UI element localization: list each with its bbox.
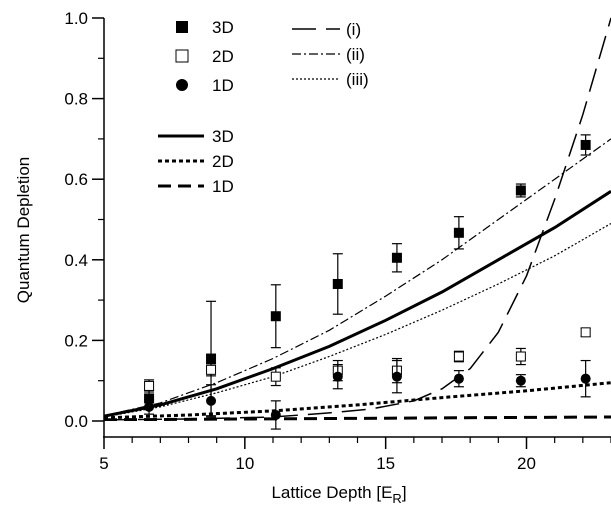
legend-line-label-3D: 3D bbox=[212, 127, 234, 146]
legend-label-1D: 1D bbox=[212, 76, 234, 95]
marker-square bbox=[453, 227, 464, 238]
marker-circle bbox=[515, 375, 526, 386]
marker-open-square bbox=[453, 351, 464, 362]
x-tick-label: 20 bbox=[517, 454, 536, 473]
line-3D-0 bbox=[104, 190, 611, 418]
point-3D-5 bbox=[453, 216, 464, 250]
marker-circle bbox=[391, 371, 402, 382]
legend: 3D 2D 1D 3D 2D 1D (i) (ii) (iii) bbox=[158, 18, 369, 196]
point-2D-5 bbox=[453, 350, 464, 363]
line-ii-4 bbox=[104, 138, 611, 417]
marker-circle bbox=[453, 373, 464, 384]
marker-open-square bbox=[515, 351, 526, 362]
legend-line-label-2D: 2D bbox=[212, 152, 234, 171]
point-1D-1 bbox=[206, 384, 217, 418]
line-i-3 bbox=[104, 17, 611, 421]
x-tick-label: 10 bbox=[235, 454, 254, 473]
legend-theory-label-2: (iii) bbox=[346, 70, 369, 89]
marker-square bbox=[144, 393, 155, 404]
axes: 0.0 0.2 0.4 0.6 0.8 1.0 5 10 15 20 bbox=[64, 9, 611, 473]
y-tick-label: 0.4 bbox=[64, 251, 88, 270]
marker-square bbox=[515, 185, 526, 196]
point-3D-6 bbox=[515, 183, 526, 198]
point-1D-0 bbox=[144, 399, 155, 415]
y-tick-label: 1.0 bbox=[64, 9, 88, 28]
line-2D-1 bbox=[104, 381, 611, 420]
marker-open-square bbox=[580, 327, 591, 338]
point-3D-4 bbox=[391, 243, 402, 273]
point-1D-7 bbox=[580, 359, 591, 398]
marker-square bbox=[206, 353, 217, 364]
point-2D-6 bbox=[515, 347, 526, 366]
marker-circle bbox=[270, 409, 281, 420]
x-tick-label: 5 bbox=[99, 454, 108, 473]
y-tick-label: 0.6 bbox=[64, 170, 88, 189]
y-tick-label: 0.8 bbox=[64, 90, 88, 109]
marker-circle bbox=[206, 395, 217, 406]
marker-open-square bbox=[270, 371, 281, 382]
point-1D-3 bbox=[332, 363, 343, 390]
marker-circle bbox=[144, 401, 155, 412]
marker-circle bbox=[580, 373, 591, 384]
legend-theory-label-0: (i) bbox=[346, 20, 361, 39]
legend-line-label-1D: 1D bbox=[212, 177, 234, 196]
y-axis-label: Quantum Depletion bbox=[14, 157, 33, 303]
point-3D-7 bbox=[580, 134, 591, 156]
point-1D-6 bbox=[515, 374, 526, 388]
marker-open-square bbox=[206, 364, 217, 375]
legend-theory-label-1: (ii) bbox=[346, 45, 365, 64]
marker-square bbox=[270, 311, 281, 322]
line-iii-5 bbox=[104, 222, 611, 418]
x-tick-label: 15 bbox=[376, 454, 395, 473]
data-points bbox=[144, 134, 591, 430]
point-2D-0 bbox=[144, 379, 155, 393]
marker-square bbox=[580, 139, 591, 150]
x-axis-label: Lattice Depth [ER] bbox=[271, 483, 406, 506]
line-1D-2 bbox=[104, 415, 611, 421]
point-1D-4 bbox=[391, 359, 402, 394]
point-3D-3 bbox=[332, 253, 343, 315]
theory-lines bbox=[104, 17, 611, 421]
legend-marker-circle bbox=[176, 79, 188, 91]
legend-marker-open-square bbox=[175, 49, 189, 63]
y-tick-label: 0.0 bbox=[64, 412, 88, 431]
marker-square bbox=[391, 252, 402, 263]
legend-label-3D: 3D bbox=[212, 18, 234, 37]
point-2D-7 bbox=[580, 327, 591, 338]
legend-label-2D: 2D bbox=[212, 47, 234, 66]
point-2D-1 bbox=[206, 363, 217, 377]
legend-marker-square bbox=[176, 21, 188, 33]
marker-circle bbox=[332, 371, 343, 382]
point-3D-2 bbox=[270, 284, 281, 349]
marker-open-square bbox=[144, 380, 155, 391]
point-2D-2 bbox=[270, 367, 281, 387]
marker-square bbox=[332, 278, 343, 289]
point-1D-2 bbox=[270, 400, 281, 430]
point-1D-5 bbox=[453, 370, 464, 388]
y-tick-label: 0.2 bbox=[64, 331, 88, 350]
